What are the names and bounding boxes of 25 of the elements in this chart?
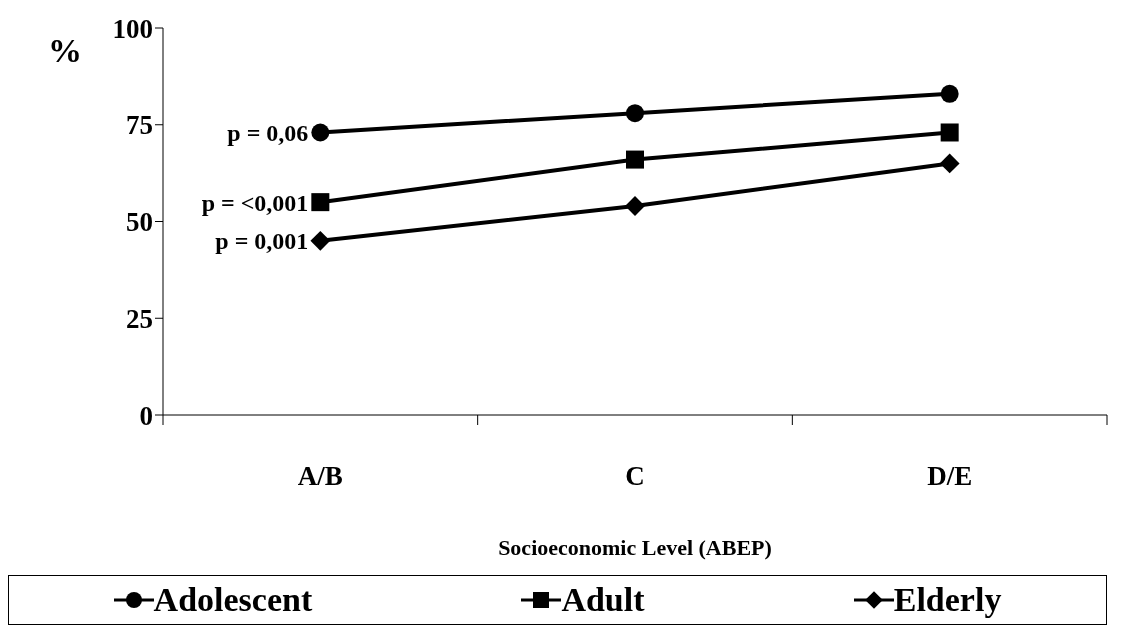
legend-label: Adult [561, 581, 645, 619]
point [310, 230, 331, 251]
annotation: p = <0,001 [201, 189, 309, 216]
y-tick-label: 100 [112, 13, 153, 44]
x-tick-label: A/B [297, 461, 343, 491]
x-tick-label: D/E [927, 461, 973, 491]
x-tick-label: C [625, 461, 645, 491]
y-tick-label: 0 [139, 400, 153, 431]
point [625, 196, 645, 216]
point [626, 104, 644, 123]
legend-label: Adolescent [153, 581, 313, 619]
y-tick-label: 50 [126, 207, 153, 238]
point [311, 193, 330, 212]
point [311, 123, 330, 142]
y-tick-label: 25 [126, 303, 153, 334]
y-tick-label: 75 [126, 110, 153, 141]
point [940, 123, 959, 142]
annotation: p = 0,001 [215, 228, 309, 255]
point [940, 84, 959, 103]
point [939, 153, 960, 174]
legend-label: Elderly [893, 581, 1002, 619]
point [626, 150, 644, 169]
annotation: p = 0,06 [227, 120, 309, 147]
x-axis-title: Socioeconomic Level (ABEP) [498, 535, 772, 560]
y-axis-title: % [48, 32, 82, 70]
